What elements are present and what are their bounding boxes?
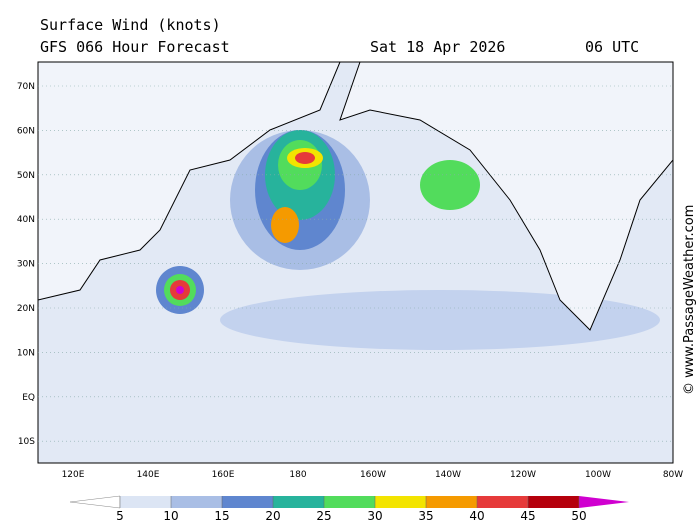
colorbar-label: 35	[418, 509, 433, 523]
lat-label: 10S	[18, 437, 35, 447]
colorbar-label: 25	[316, 509, 331, 523]
wind-field	[220, 290, 660, 350]
lat-label: 20N	[17, 304, 35, 314]
lon-label: 160E	[212, 470, 235, 480]
colorbar-bin	[426, 496, 477, 508]
time: 06 UTC	[585, 38, 639, 56]
colorbar-label: 45	[520, 509, 535, 523]
colorbar-bin	[120, 496, 171, 508]
lat-label: 30N	[17, 260, 35, 270]
colorbar-arrow	[69, 495, 121, 509]
colorbar-label: 30	[367, 509, 382, 523]
colorbar-bin	[528, 496, 579, 508]
subtitle: GFS 066 Hour Forecast	[40, 38, 230, 56]
colorbar-label: 10	[163, 509, 178, 523]
lon-label: 120W	[510, 470, 536, 480]
lat-label: 50N	[17, 171, 35, 181]
wind-field	[176, 286, 184, 294]
colorbar-bin	[171, 496, 222, 508]
lat-label: 70N	[17, 82, 35, 92]
map	[37, 61, 674, 464]
watermark: © www.PassageWeather.com	[682, 205, 697, 395]
colorbar-label: 50	[571, 509, 586, 523]
lat-label: 10N	[17, 348, 35, 358]
colorbar: 5 10 15 20 25 30 35 40 45 50	[69, 495, 629, 523]
lon-label: 80W	[663, 470, 683, 480]
land-asia	[37, 61, 341, 301]
land-america	[339, 61, 674, 331]
lat-label: 60N	[17, 126, 35, 136]
lat-label: 40N	[17, 215, 35, 225]
wind-field	[271, 207, 299, 243]
lat-label: EQ	[22, 393, 35, 403]
colorbar-label: 20	[265, 509, 280, 523]
lon-label: 160W	[360, 470, 386, 480]
lon-label: 100W	[585, 470, 611, 480]
lon-label: 140E	[137, 470, 160, 480]
colorbar-bin	[477, 496, 528, 508]
colorbar-bin	[273, 496, 324, 508]
colorbar-bin	[222, 496, 273, 508]
title: Surface Wind (knots)	[40, 16, 221, 34]
lon-label: 140W	[435, 470, 461, 480]
lon-label: 120E	[62, 470, 85, 480]
colorbar-label: 40	[469, 509, 484, 523]
colorbar-bin	[375, 496, 426, 508]
lon-labels: 120E 140E 160E 180 160W 140W 120W 100W 80W	[62, 470, 684, 480]
colorbar-arrow	[579, 496, 629, 508]
colorbar-label: 15	[214, 509, 229, 523]
colorbar-bin	[324, 496, 375, 508]
wind-field	[295, 152, 315, 164]
wind-field	[420, 160, 480, 210]
date: Sat 18 Apr 2026	[370, 38, 505, 56]
colorbar-label: 5	[116, 509, 124, 523]
lat-labels: 70N 60N 50N 40N 30N 20N 10N EQ 10S	[17, 82, 673, 447]
lon-label: 180	[289, 470, 306, 480]
